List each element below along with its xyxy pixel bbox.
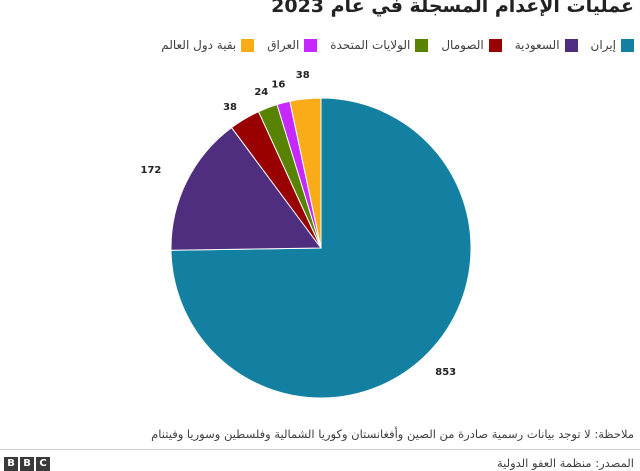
legend-label: السعودية	[514, 38, 560, 52]
bbc-logo-letter: C	[36, 457, 50, 471]
bbc-logo: B B C	[4, 457, 50, 471]
legend-swatch	[488, 38, 502, 52]
legend-label: العراق	[267, 38, 300, 52]
legend-label: بقية دول العالم	[161, 38, 237, 52]
legend-item-united-states: الولايات المتحدة	[330, 38, 429, 52]
legend-item-saudi-arabia: السعودية	[515, 38, 578, 52]
data-label-somalia: 38	[223, 102, 237, 113]
chart-title: عمليات الإعدام المسجلة في عام 2023	[271, 0, 634, 17]
legend-item-somalia: الصومال	[441, 38, 502, 52]
data-label-rest-of-world: 38	[296, 70, 310, 81]
data-label-iraq: 16	[271, 79, 285, 90]
legend: إيران السعودية الصومال الولايات المتحدة …	[161, 38, 634, 52]
bbc-logo-letter: B	[4, 457, 18, 471]
legend-label: الولايات المتحدة	[330, 38, 411, 52]
chart-note: ملاحظة: لا توجد بيانات رسمية صادرة من ال…	[151, 427, 634, 441]
legend-swatch	[621, 38, 634, 52]
pie-slice-iran	[170, 97, 472, 399]
legend-swatch	[304, 38, 318, 52]
legend-swatch	[415, 38, 429, 52]
bbc-logo-letter: B	[20, 457, 34, 471]
source-credit: المصدر: منظمة العفو الدولية	[496, 456, 634, 470]
legend-label: الصومال	[441, 38, 484, 52]
pie-slice-saudi-arabia	[170, 126, 322, 251]
legend-item-rest-of-world: بقية دول العالم	[161, 38, 255, 52]
pie-slice-rest-of-world	[289, 97, 322, 249]
footer-divider	[0, 449, 640, 450]
data-label-united-states: 24	[254, 87, 268, 98]
legend-item-iraq: العراق	[267, 38, 318, 52]
legend-swatch	[564, 38, 578, 52]
legend-swatch	[241, 38, 255, 52]
legend-label: إيران	[590, 38, 616, 52]
legend-item-iran: إيران	[591, 38, 634, 52]
data-label-saudi-arabia: 172	[141, 165, 162, 176]
data-label-iran: 853	[435, 367, 456, 378]
